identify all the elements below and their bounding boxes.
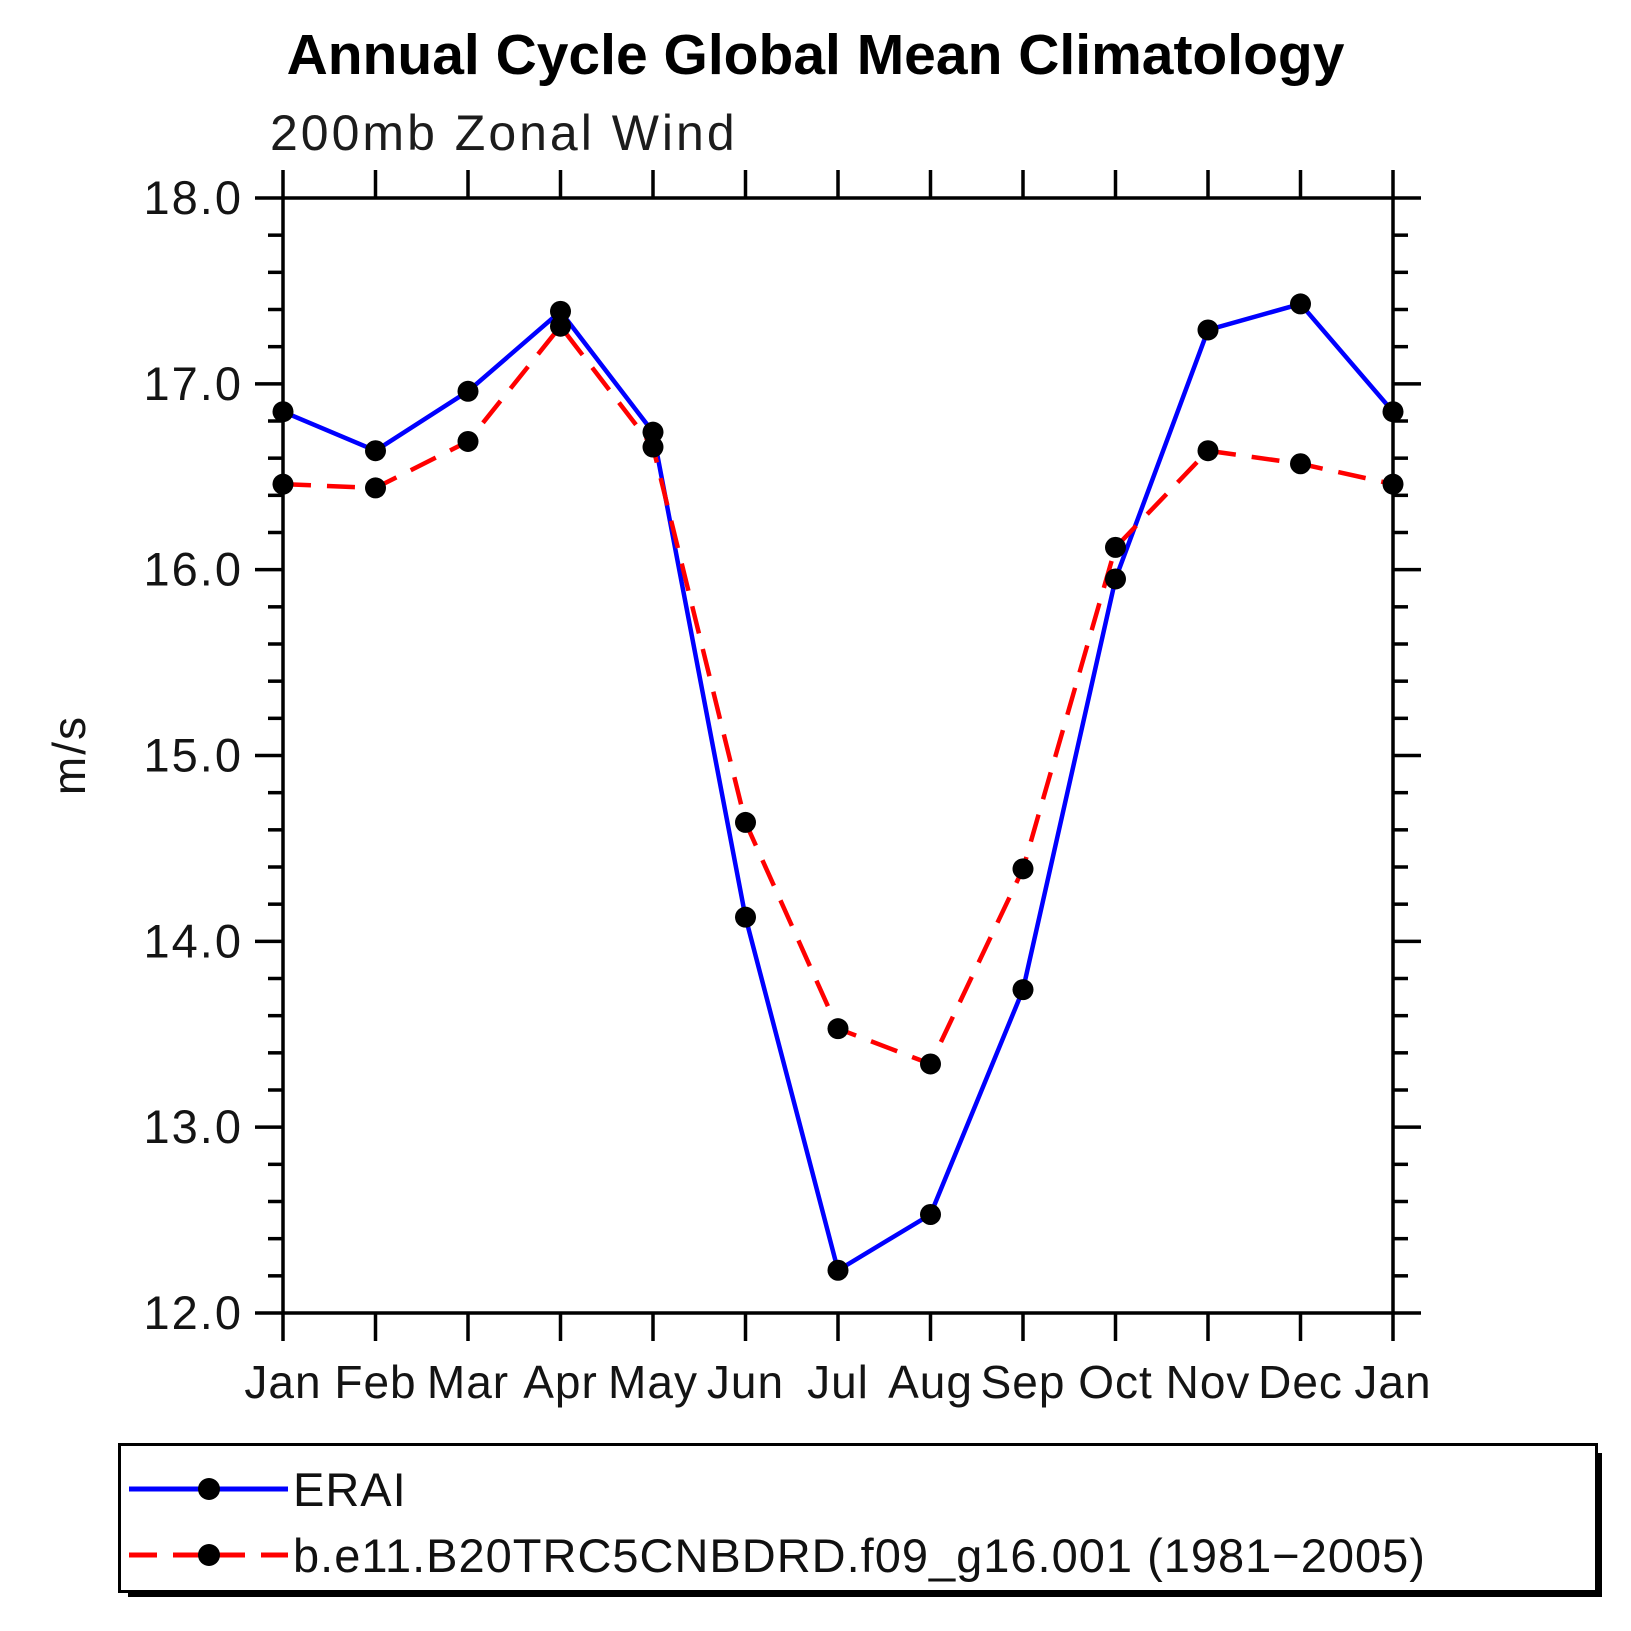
data-point-marker: [550, 300, 571, 322]
chart-title: Annual Cycle Global Mean Climatology: [286, 23, 1345, 87]
x-tick-label: Nov: [1166, 1356, 1251, 1408]
data-point-marker: [1382, 401, 1404, 423]
x-tick-label: Mar: [427, 1356, 509, 1408]
legend-item-model: b.e11.B20TRC5CNBDRD.f09_g16.001 (1981−20…: [126, 1522, 1595, 1588]
data-point-marker: [1012, 858, 1034, 880]
y-tick-label: 18.0: [144, 171, 243, 224]
data-point-marker: [920, 1053, 941, 1075]
data-point-marker: [735, 906, 756, 928]
data-point-marker: [735, 811, 756, 833]
legend-marker-dot: [198, 1478, 220, 1500]
x-tick-label: Jul: [807, 1356, 869, 1408]
series-line-model: [282, 323, 1394, 1067]
x-tick-label: May: [608, 1356, 698, 1408]
x-tick-label: Apr: [523, 1356, 598, 1408]
data-point-marker: [1382, 473, 1404, 495]
y-tick-label: 16.0: [144, 543, 243, 596]
data-point-marker: [1012, 979, 1034, 1001]
legend-label-erai: ERAI: [293, 1462, 407, 1516]
data-point-marker: [642, 421, 664, 443]
data-point-marker: [365, 440, 386, 462]
data-point-marker: [1105, 568, 1126, 590]
legend-item-erai: ERAI: [126, 1456, 1595, 1522]
data-point-marker: [827, 1018, 849, 1040]
data-point-marker: [457, 380, 479, 402]
data-point-marker: [1105, 536, 1126, 558]
data-point-marker: [1290, 293, 1311, 315]
legend-line-sample-model: [129, 1544, 288, 1566]
data-point-marker: [920, 1204, 941, 1226]
x-tick-label: Dec: [1258, 1356, 1343, 1408]
x-tick-label: Sep: [981, 1356, 1066, 1408]
y-axis-label: m/s: [43, 715, 95, 795]
data-point-marker: [272, 401, 294, 423]
legend-marker-dot: [198, 1544, 220, 1566]
x-tick-label: Oct: [1078, 1356, 1153, 1408]
data-point-marker: [827, 1259, 849, 1281]
chart-subtitle: 200mb Zonal Wind: [270, 105, 738, 161]
legend-box: ERAI b.e11.B20TRC5CNBDRD.f09_g16.001 (19…: [118, 1443, 1598, 1593]
x-tick-label: Jun: [707, 1356, 784, 1408]
y-tick-label: 14.0: [144, 914, 243, 967]
data-point-marker: [272, 473, 294, 495]
data-point-marker: [550, 315, 571, 337]
data-point-marker: [642, 436, 664, 458]
y-tick-label: 15.0: [144, 729, 243, 782]
data-point-marker: [1197, 319, 1219, 341]
y-tick-label: 13.0: [144, 1100, 243, 1153]
data-point-marker: [365, 477, 386, 499]
y-tick-label: 17.0: [144, 357, 243, 410]
data-point-marker: [1197, 440, 1219, 462]
x-tick-label: Feb: [334, 1356, 416, 1408]
x-tick-label: Aug: [888, 1356, 973, 1408]
legend-label-model: b.e11.B20TRC5CNBDRD.f09_g16.001 (1981−20…: [293, 1528, 1426, 1582]
axis-frame: [281, 196, 1395, 1315]
data-point-marker: [1290, 453, 1311, 475]
x-tick-label: Jan: [244, 1356, 321, 1408]
legend-line-sample-erai: [129, 1478, 288, 1500]
x-tick-label: Jan: [1354, 1356, 1431, 1408]
data-point-marker: [457, 430, 479, 452]
y-tick-label: 12.0: [144, 1286, 243, 1339]
